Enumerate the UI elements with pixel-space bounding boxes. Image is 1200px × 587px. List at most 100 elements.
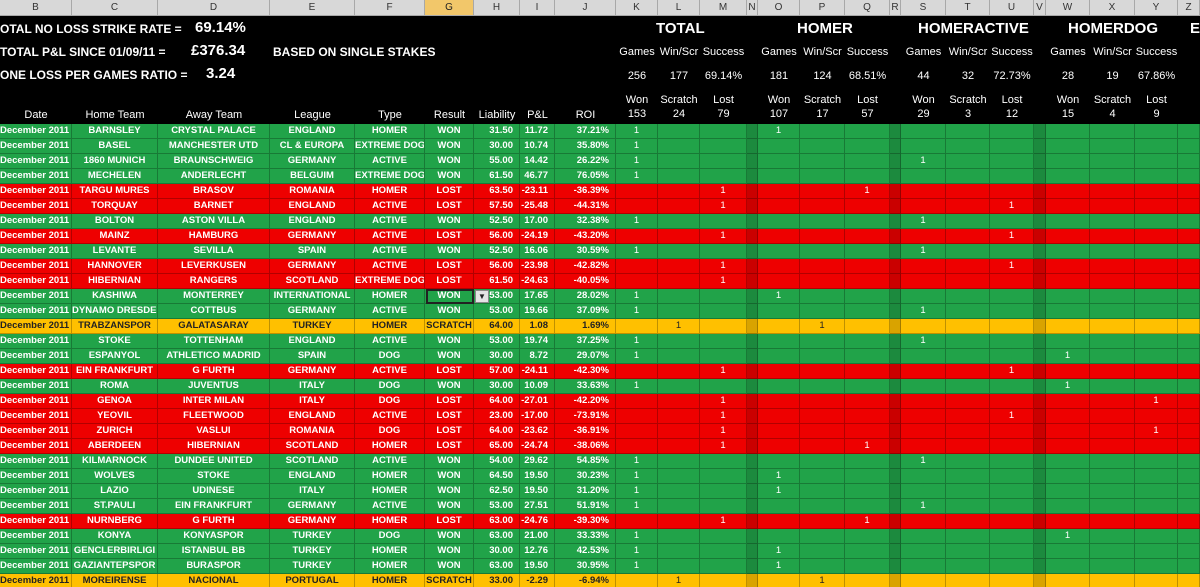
cell-k[interactable]: 1	[616, 214, 658, 229]
cell-away[interactable]: CRYSTAL PALACE	[158, 124, 270, 139]
cell-m[interactable]: 1	[700, 364, 747, 379]
cell-v[interactable]	[1034, 199, 1046, 214]
cell-pl[interactable]: -17.00	[520, 409, 555, 424]
cell-liability[interactable]: 30.00	[474, 139, 520, 154]
cell-v[interactable]	[1034, 439, 1046, 454]
cell-n[interactable]	[747, 514, 758, 529]
cell-p[interactable]	[800, 559, 845, 574]
cell-p[interactable]	[800, 454, 845, 469]
cell-v[interactable]	[1034, 184, 1046, 199]
cell-p[interactable]	[800, 484, 845, 499]
cell-pl[interactable]: 12.76	[520, 544, 555, 559]
cell-league[interactable]: GERMANY	[270, 364, 355, 379]
cell-home[interactable]: TARGU MURES	[72, 184, 158, 199]
cell-league[interactable]: SCOTLAND	[270, 454, 355, 469]
cell-r[interactable]	[890, 469, 901, 484]
cell-roi[interactable]: -38.06%	[555, 439, 616, 454]
cell-league[interactable]: ITALY	[270, 394, 355, 409]
cell-away[interactable]: UDINESE	[158, 484, 270, 499]
cell-z[interactable]	[1178, 409, 1200, 424]
cell-m[interactable]: 1	[700, 259, 747, 274]
cell-t[interactable]	[946, 364, 990, 379]
column-header-d[interactable]: D	[158, 0, 270, 16]
cell-result[interactable]: LOST	[425, 274, 474, 289]
cell-n[interactable]	[747, 229, 758, 244]
cell-o[interactable]	[758, 139, 800, 154]
cell-n[interactable]	[747, 184, 758, 199]
cell-roi[interactable]: 26.22%	[555, 154, 616, 169]
cell-s[interactable]	[901, 229, 946, 244]
cell-y[interactable]	[1135, 559, 1178, 574]
cell-result[interactable]: LOST	[425, 364, 474, 379]
cell-t[interactable]	[946, 289, 990, 304]
cell-w[interactable]	[1046, 409, 1090, 424]
cell-o[interactable]	[758, 514, 800, 529]
cell-o[interactable]	[758, 409, 800, 424]
cell-home[interactable]: GAZIANTEPSPOR	[72, 559, 158, 574]
cell-k[interactable]	[616, 439, 658, 454]
cell-p[interactable]	[800, 394, 845, 409]
cell-x[interactable]	[1090, 289, 1135, 304]
cell-type[interactable]: HOMER	[355, 574, 425, 587]
cell-result[interactable]: WON	[425, 379, 474, 394]
cell-u[interactable]	[990, 289, 1034, 304]
cell-l[interactable]	[658, 394, 700, 409]
cell-type[interactable]: HOMER	[355, 559, 425, 574]
cell-u[interactable]	[990, 349, 1034, 364]
cell-y[interactable]	[1135, 484, 1178, 499]
cell-r[interactable]	[890, 169, 901, 184]
cell-z[interactable]	[1178, 349, 1200, 364]
cell-m[interactable]: 1	[700, 409, 747, 424]
cell-liability[interactable]: 56.00	[474, 259, 520, 274]
cell-roi[interactable]: 30.59%	[555, 244, 616, 259]
cell-type[interactable]: EXTREME DOG	[355, 139, 425, 154]
cell-pl[interactable]: 17.00	[520, 214, 555, 229]
cell-result[interactable]: WON	[425, 499, 474, 514]
cell-m[interactable]: 1	[700, 274, 747, 289]
cell-k[interactable]: 1	[616, 139, 658, 154]
cell-k[interactable]: 1	[616, 529, 658, 544]
cell-z[interactable]	[1178, 199, 1200, 214]
cell-p[interactable]	[800, 424, 845, 439]
cell-home[interactable]: LAZIO	[72, 484, 158, 499]
cell-n[interactable]	[747, 424, 758, 439]
column-header-l[interactable]: L	[658, 0, 700, 16]
cell-liability[interactable]: 57.50	[474, 199, 520, 214]
cell-v[interactable]	[1034, 379, 1046, 394]
cell-t[interactable]	[946, 349, 990, 364]
column-header-e[interactable]: E	[270, 0, 355, 16]
column-header-f[interactable]: F	[355, 0, 425, 16]
cell-p[interactable]	[800, 349, 845, 364]
cell-r[interactable]	[890, 229, 901, 244]
cell-m[interactable]	[700, 379, 747, 394]
cell-n[interactable]	[747, 409, 758, 424]
cell-r[interactable]	[890, 574, 901, 587]
cell-p[interactable]	[800, 529, 845, 544]
cell-roi[interactable]: 37.09%	[555, 304, 616, 319]
cell-result[interactable]: WON	[425, 469, 474, 484]
cell-pl[interactable]: 17.65	[520, 289, 555, 304]
cell-s[interactable]	[901, 364, 946, 379]
cell-o[interactable]	[758, 184, 800, 199]
cell-roi[interactable]: -6.94%	[555, 574, 616, 587]
cell-x[interactable]	[1090, 379, 1135, 394]
cell-l[interactable]	[658, 439, 700, 454]
cell-s[interactable]: 1	[901, 454, 946, 469]
cell-k[interactable]: 1	[616, 169, 658, 184]
cell-q[interactable]	[845, 454, 890, 469]
cell-n[interactable]	[747, 319, 758, 334]
cell-o[interactable]: 1	[758, 124, 800, 139]
cell-roi[interactable]: 37.21%	[555, 124, 616, 139]
cell-l[interactable]	[658, 424, 700, 439]
cell-type[interactable]: HOMER	[355, 289, 425, 304]
cell-q[interactable]	[845, 259, 890, 274]
cell-away[interactable]: EIN FRANKFURT	[158, 499, 270, 514]
cell-k[interactable]	[616, 229, 658, 244]
cell-home[interactable]: ESPANYOL	[72, 349, 158, 364]
cell-date[interactable]: December 2011	[0, 394, 72, 409]
cell-r[interactable]	[890, 379, 901, 394]
cell-m[interactable]	[700, 499, 747, 514]
cell-z[interactable]	[1178, 454, 1200, 469]
cell-o[interactable]	[758, 574, 800, 587]
cell-z[interactable]	[1178, 424, 1200, 439]
